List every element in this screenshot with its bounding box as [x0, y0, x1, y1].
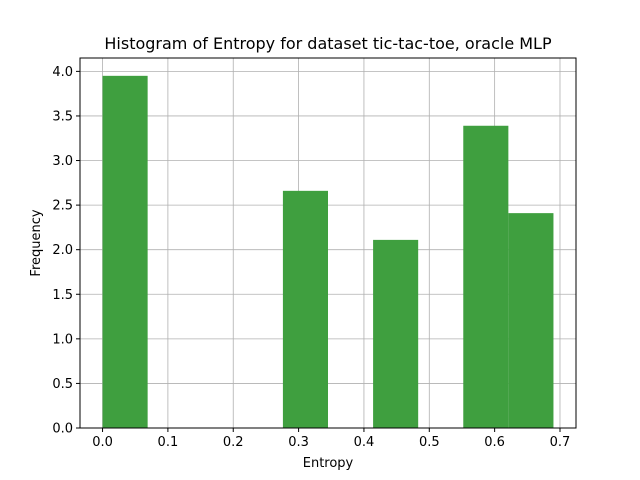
y-tick-label: 3.0 — [52, 154, 73, 169]
x-tick-label: 0.4 — [354, 435, 375, 450]
histogram-bar — [373, 239, 419, 428]
x-tick-label: 0.2 — [223, 435, 244, 450]
y-tick-label: 1.5 — [52, 288, 73, 303]
x-axis-ticks: 0.0 0.1 0.2 0.3 0.4 0.5 0.6 0.7 — [92, 428, 570, 450]
x-tick-label: 0.0 — [92, 435, 113, 450]
plot-frame — [79, 57, 577, 429]
y-tick-label: 4.0 — [52, 65, 73, 80]
histogram-bars — [102, 75, 554, 428]
y-tick-label: 2.5 — [52, 199, 73, 214]
y-axis-ticks: 0.0 0.5 1.0 1.5 2.0 2.5 3.0 3.5 4.0 — [52, 65, 80, 437]
y-tick-label: 3.5 — [52, 109, 73, 124]
y-axis-label: Frequency — [29, 209, 44, 276]
histogram-bar — [463, 125, 509, 428]
y-tick-label: 0.5 — [52, 377, 73, 392]
histogram-bar — [282, 190, 328, 428]
x-tick-label: 0.5 — [419, 435, 440, 450]
x-tick-label: 0.1 — [158, 435, 179, 450]
x-axis-label: Entropy — [303, 456, 354, 471]
histogram-bar — [102, 75, 148, 428]
x-tick-label: 0.3 — [288, 435, 309, 450]
y-tick-label: 2.0 — [52, 243, 73, 258]
y-tick-label: 0.0 — [52, 422, 73, 437]
histogram-bar — [508, 213, 554, 428]
x-tick-label: 0.6 — [484, 435, 505, 450]
y-tick-label: 1.0 — [52, 332, 73, 347]
chart-title: Histogram of Entropy for dataset tic-tac… — [104, 34, 552, 53]
x-tick-label: 0.7 — [550, 435, 571, 450]
